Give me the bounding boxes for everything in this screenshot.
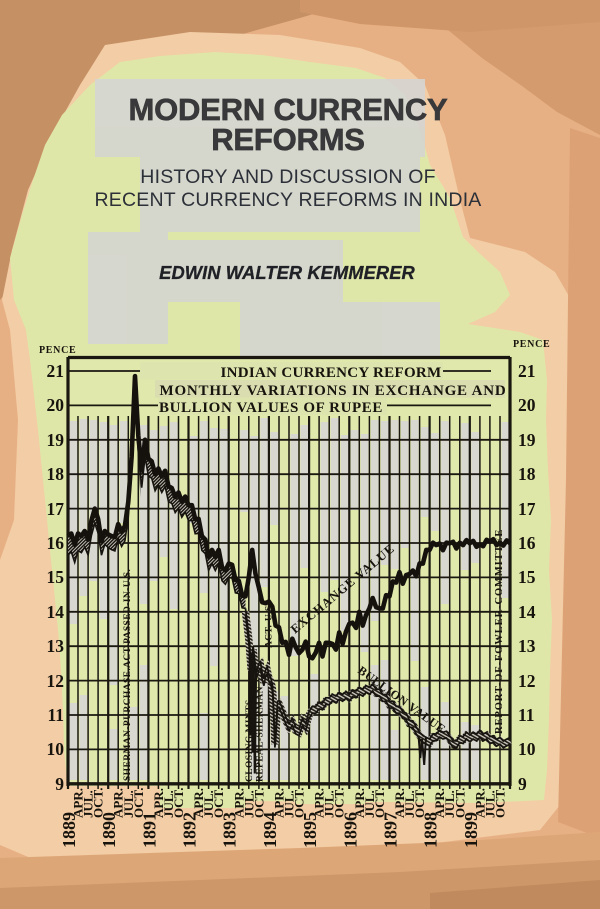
svg-text:OCT.: OCT. xyxy=(412,788,427,818)
svg-text:13: 13 xyxy=(47,636,65,656)
svg-text:APR.: APR. xyxy=(71,788,86,818)
svg-text:JUL.: JUL. xyxy=(362,790,377,818)
svg-text:JUL.: JUL. xyxy=(241,790,256,818)
svg-text:OCT.: OCT. xyxy=(211,788,226,818)
svg-text:1898: 1898 xyxy=(421,812,441,848)
svg-text:JUL.: JUL. xyxy=(442,790,457,818)
svg-text:18: 18 xyxy=(518,464,536,484)
svg-text:1897: 1897 xyxy=(381,812,401,848)
svg-text:APR.: APR. xyxy=(312,788,327,818)
svg-text:APR.: APR. xyxy=(352,788,367,818)
svg-text:20: 20 xyxy=(47,395,65,415)
svg-text:1896: 1896 xyxy=(340,812,360,848)
svg-text:PENCE: PENCE xyxy=(513,339,550,350)
svg-text:19: 19 xyxy=(518,430,536,450)
svg-text:BULLION VALUES OF RUPEE: BULLION VALUES OF RUPEE xyxy=(159,400,383,416)
svg-text:OCT.: OCT. xyxy=(292,788,307,818)
svg-text:OCT.: OCT. xyxy=(452,788,467,818)
svg-text:17: 17 xyxy=(47,499,65,519)
svg-text:ACT.-U.S.: ACT.-U.S. xyxy=(265,603,275,648)
svg-text:JUL.: JUL. xyxy=(482,790,497,818)
svg-text:11: 11 xyxy=(47,705,64,725)
svg-text:10: 10 xyxy=(47,739,65,759)
svg-text:JUL.: JUL. xyxy=(282,790,297,818)
svg-text:INDIAN CURRENCY REFORM: INDIAN CURRENCY REFORM xyxy=(220,365,441,381)
svg-text:APR.: APR. xyxy=(272,788,287,818)
svg-text:JUL.: JUL. xyxy=(402,790,417,818)
svg-text:11: 11 xyxy=(518,705,535,725)
svg-text:21: 21 xyxy=(47,361,65,381)
svg-text:16: 16 xyxy=(47,533,65,553)
svg-text:12: 12 xyxy=(518,671,536,691)
svg-text:12: 12 xyxy=(47,671,65,691)
svg-text:REPORT-OF-FOWLER-COMMITTEE: REPORT-OF-FOWLER-COMMITTEE xyxy=(494,529,505,734)
svg-text:APR.: APR. xyxy=(191,788,206,818)
svg-text:15: 15 xyxy=(47,567,65,587)
svg-text:JUL.: JUL. xyxy=(322,790,337,818)
svg-text:JUL.: JUL. xyxy=(161,790,176,818)
svg-text:18: 18 xyxy=(47,464,65,484)
svg-text:9: 9 xyxy=(518,774,527,794)
svg-text:SHERMAN-PURCHASE.ACT-PASSED-IN: SHERMAN-PURCHASE.ACT-PASSED-IN-U.S. xyxy=(123,569,133,781)
svg-text:1895: 1895 xyxy=(300,812,320,848)
svg-text:APR.: APR. xyxy=(432,788,447,818)
svg-text:1889: 1889 xyxy=(59,812,79,848)
svg-text:MONTHLY VARIATIONS IN EXCHANGE: MONTHLY VARIATIONS IN EXCHANGE AND xyxy=(160,383,507,399)
svg-text:OCT.: OCT. xyxy=(332,788,347,818)
svg-text:21: 21 xyxy=(518,361,536,381)
svg-text:9: 9 xyxy=(55,774,64,794)
svg-text:OCT.: OCT. xyxy=(91,788,106,818)
svg-text:CLOSING MINTS: CLOSING MINTS xyxy=(245,699,255,782)
svg-text:1892: 1892 xyxy=(180,812,200,848)
svg-text:17: 17 xyxy=(518,499,536,519)
svg-text:JUL.: JUL. xyxy=(81,790,96,818)
svg-text:REPEAL-SHERMAN: REPEAL-SHERMAN xyxy=(256,686,266,782)
svg-text:APR.: APR. xyxy=(231,788,246,818)
svg-text:20: 20 xyxy=(518,395,536,415)
svg-text:OCT.: OCT. xyxy=(251,788,266,818)
svg-text:1890: 1890 xyxy=(99,812,119,848)
svg-text:1893: 1893 xyxy=(220,812,240,848)
svg-text:APR.: APR. xyxy=(392,788,407,818)
svg-text:JUL.: JUL. xyxy=(201,790,216,818)
svg-text:1899: 1899 xyxy=(461,812,481,848)
svg-text:APR.: APR. xyxy=(472,788,487,818)
svg-text:APR.: APR. xyxy=(111,788,126,818)
svg-text:1891: 1891 xyxy=(139,812,159,848)
svg-text:14: 14 xyxy=(518,602,536,622)
svg-text:10: 10 xyxy=(518,739,536,759)
svg-text:PENCE: PENCE xyxy=(39,345,76,356)
svg-text:APR.: APR. xyxy=(151,788,166,818)
svg-text:13: 13 xyxy=(518,636,536,656)
svg-text:OCT.: OCT. xyxy=(372,788,387,818)
svg-text:OCT.: OCT. xyxy=(493,788,508,818)
svg-text:JUL.: JUL. xyxy=(121,790,136,818)
svg-text:15: 15 xyxy=(518,567,536,587)
svg-text:16: 16 xyxy=(518,533,536,553)
svg-text:14: 14 xyxy=(47,602,65,622)
svg-text:OCT.: OCT. xyxy=(171,788,186,818)
svg-text:OCT.: OCT. xyxy=(131,788,146,818)
svg-text:19: 19 xyxy=(47,430,65,450)
svg-text:1894: 1894 xyxy=(260,812,280,848)
